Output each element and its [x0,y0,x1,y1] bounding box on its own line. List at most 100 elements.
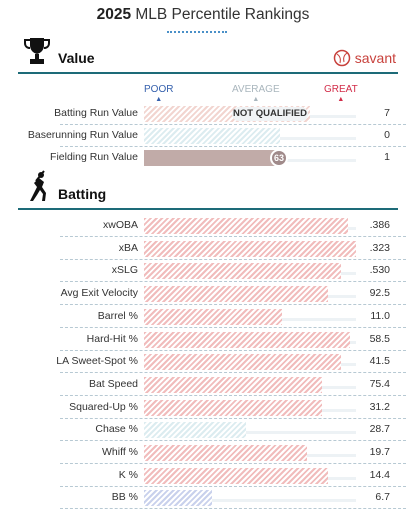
scale-great: GREAT ▲ [324,84,358,103]
batting-section-title: Batting [58,186,107,202]
batting-row[interactable]: Barrel % 11.0 [0,306,406,328]
bar-fill [144,445,307,461]
page-title-year: 2025 [96,6,132,23]
batting-row[interactable]: xwOBA .386 [0,215,406,237]
metric-label: Fielding Run Value [50,151,138,163]
value-row-baserunning[interactable]: Baserunning Run Value 0 [0,125,406,147]
poor-marker-icon: ▲ [155,96,163,103]
row-divider [60,463,406,464]
bar-fill [144,150,276,166]
metric-label: BB % [111,491,138,504]
metric-value: 92.5 [369,287,390,300]
row-divider [60,440,406,442]
row-divider [60,236,406,237]
bar-fill [144,263,341,280]
metric-label: Batting Run Value [54,107,138,119]
metric-label: Barrel % [97,309,138,322]
metric-value: 14.4 [369,468,390,481]
metric-value: 41.5 [369,355,390,368]
batting-row[interactable]: xSLG .530 [0,260,406,283]
savant-text: savant [354,50,396,66]
scale-poor-label: POOR [144,84,174,95]
metric-value: 31.2 [369,400,390,413]
batting-row[interactable]: xBA .323 [0,238,406,260]
batting-row[interactable]: Squared-Up % 31.2 [0,397,406,419]
metric-value: 0 [384,129,390,141]
trophy-icon [24,36,50,71]
bar-fill [144,308,282,325]
bar-fill [144,467,328,484]
bar-fill [144,331,350,348]
metric-label: xBA [118,241,138,254]
metric-value: 19.7 [369,446,390,458]
row-divider [60,485,406,487]
metric-label: Squared-Up % [69,400,138,413]
metric-label: Whiff % [102,446,138,458]
average-marker-icon: ▲ [252,96,260,103]
metric-label: Chase % [95,423,138,436]
metric-label: Avg Exit Velocity [60,287,138,300]
page-title-text: MLB Percentile Rankings [135,6,310,23]
scale-poor: POOR ▲ [144,84,173,103]
row-divider [60,304,406,306]
row-divider [60,281,406,283]
batting-row[interactable]: BB % 6.7 [0,487,406,510]
metric-value: .386 [369,219,390,231]
value-row-batting[interactable]: Batting Run Value NOT QUALIFIED 7 [0,103,406,125]
savant-logo[interactable]: savant [333,49,396,67]
bar-fill [144,422,246,439]
metric-label: Hard-Hit % [86,332,138,345]
scale-great-label: GREAT [324,84,358,95]
metric-value: 28.7 [369,423,390,436]
row-divider [60,417,406,419]
metric-label: K % [118,468,138,481]
metric-label: LA Sweet-Spot % [56,355,138,368]
scale-average-label: AVERAGE [232,84,280,95]
metric-value: 1 [384,151,390,163]
batter-icon [24,170,50,207]
batting-row[interactable]: Chase % 28.7 [0,419,406,442]
metric-value: 58.5 [369,332,390,345]
row-divider [60,124,406,125]
title-underline [167,31,227,33]
metric-label: xwOBA [102,219,138,231]
not-qualified-badge: NOT QUALIFIED [232,107,308,121]
row-divider [60,508,406,510]
value-row-fielding[interactable]: Fielding Run Value 63 1 [0,147,406,169]
metric-value: 6.7 [375,491,390,504]
bar-fill [144,354,341,371]
savant-icon [333,49,350,67]
bar-track [144,431,356,435]
bar-fill [144,240,356,257]
great-marker-icon: ▲ [337,96,345,103]
metric-value: 7 [384,107,390,119]
bar-fill [144,218,348,234]
batting-row[interactable]: Hard-Hit % 58.5 [0,329,406,351]
metric-value: .530 [369,264,390,277]
bar-fill [144,286,328,303]
batting-row[interactable]: Whiff % 19.7 [0,442,406,464]
bar-track [144,499,356,503]
bar-fill [144,490,212,507]
metric-value: 11.0 [370,309,390,322]
metric-value: 75.4 [369,377,390,390]
bar-fill [144,399,322,416]
value-section-header: Value savant [18,38,398,74]
row-divider [60,349,406,351]
row-divider [60,372,406,374]
page-title: 2025 MLB Percentile Rankings [0,6,406,24]
percentile-circle: 63 [270,149,288,167]
batting-row[interactable]: Bat Speed 75.4 [0,374,406,396]
metric-label: Bat Speed [88,377,138,390]
batting-row[interactable]: LA Sweet-Spot % 41.5 [0,351,406,374]
bar-fill [144,128,280,144]
batting-row[interactable]: K % 14.4 [0,465,406,487]
row-divider [60,326,406,328]
metric-label: Baserunning Run Value [27,129,138,141]
metric-label: xSLG [111,264,138,277]
batting-row[interactable]: Avg Exit Velocity 92.5 [0,283,406,306]
row-divider [60,394,406,396]
scale-average: AVERAGE ▲ [232,84,280,103]
batting-section-header: Batting [18,170,398,210]
row-divider [60,258,406,260]
